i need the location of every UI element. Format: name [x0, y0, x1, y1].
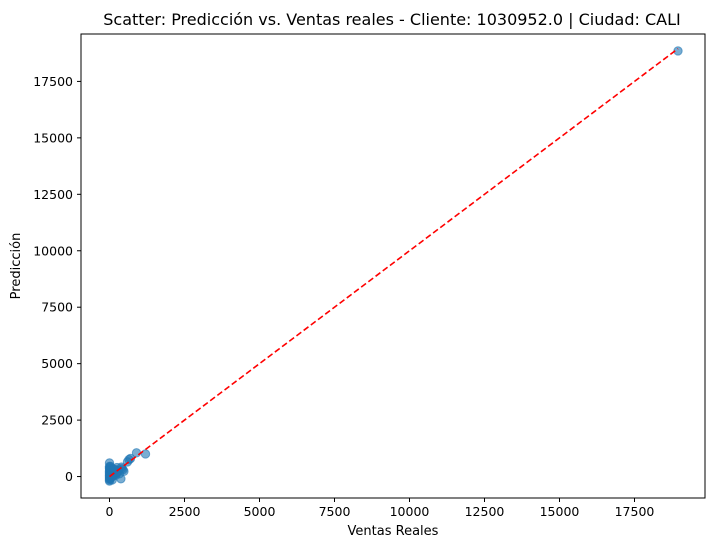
y-tick-label: 15000: [33, 130, 73, 145]
scatter-point: [119, 466, 129, 477]
x-tick-label: 12500: [465, 504, 505, 519]
x-axis: 0 2500 5000 7500 10000 12500 15000 17500: [106, 498, 655, 519]
chart-title: Scatter: Predicción vs. Ventas reales - …: [103, 10, 680, 29]
x-tick-label: 10000: [390, 504, 430, 519]
y-tick-label: 12500: [33, 187, 73, 202]
y-tick-label: 2500: [41, 413, 73, 428]
y-tick-label: 10000: [33, 243, 73, 258]
reference-line: [109, 48, 679, 478]
y-tick-label: 17500: [33, 74, 73, 89]
plot-area-frame: [80, 33, 706, 499]
y-axis-label: Predicción: [9, 233, 24, 300]
x-tick-label: 15000: [540, 504, 580, 519]
y-tick-label: 0: [65, 469, 73, 484]
x-tick-label: 0: [106, 504, 114, 519]
x-tick-label: 7500: [319, 504, 351, 519]
x-tick-label: 17500: [615, 504, 655, 519]
y-tick-label: 7500: [41, 300, 73, 315]
x-tick-label: 5000: [244, 504, 276, 519]
x-axis-label: Ventas Reales: [348, 524, 439, 539]
y-tick-label: 5000: [41, 356, 73, 371]
x-tick-label: 2500: [169, 504, 201, 519]
y-axis: 0 2500 5000 7500 10000 12500 15000 17500: [33, 74, 81, 484]
